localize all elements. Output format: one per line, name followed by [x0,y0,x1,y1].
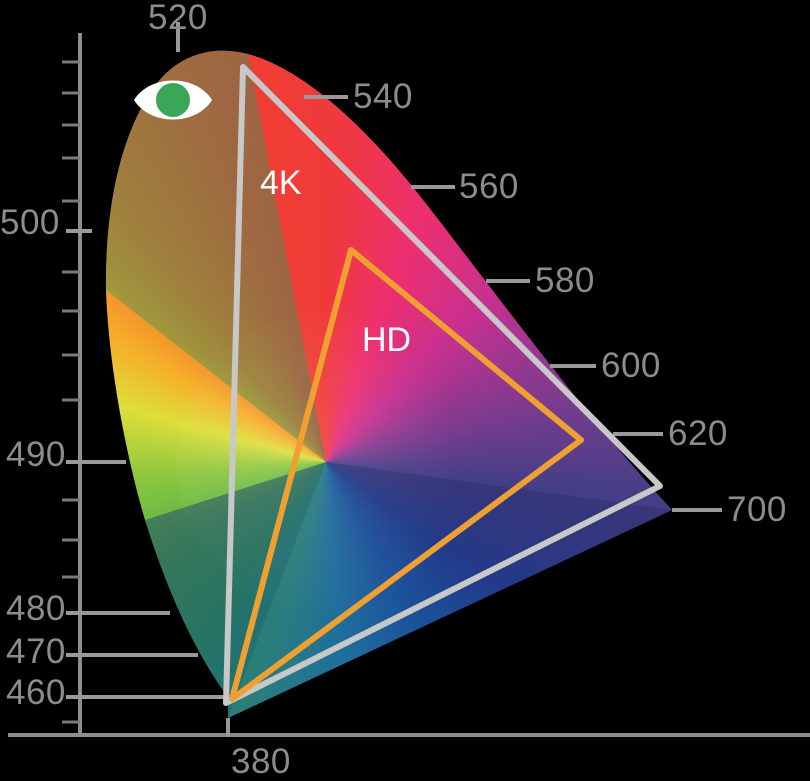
wavelength-label-500: 500 [0,203,60,242]
wavelength-label-520: 520 [148,0,208,37]
gamut-triangle-4k[interactable] [223,64,663,706]
wavelength-leader-lines [304,95,722,512]
wavelength-label-600: 600 [601,346,661,385]
wavelength-label-470: 470 [6,632,66,671]
y-axis-major-ticks [66,229,230,699]
gamut-triangle-hd[interactable] [229,247,584,702]
wavelength-label-380: 380 [231,742,291,781]
gamut-label-4k[interactable]: 4K [260,164,302,202]
gamut-label-hd[interactable]: HD [362,321,412,359]
wavelength-label-490: 490 [6,435,66,474]
wavelength-label-560: 560 [459,167,519,206]
eye-icon [134,80,212,120]
y-axis-minor-ticks [62,60,80,724]
wavelength-label-580: 580 [535,261,595,300]
wavelength-label-620: 620 [668,414,728,453]
wavelength-label-460: 460 [6,673,66,712]
wavelength-label-480: 480 [6,589,66,628]
wavelength-label-700: 700 [727,490,787,529]
wavelength-label-540: 540 [353,77,413,116]
